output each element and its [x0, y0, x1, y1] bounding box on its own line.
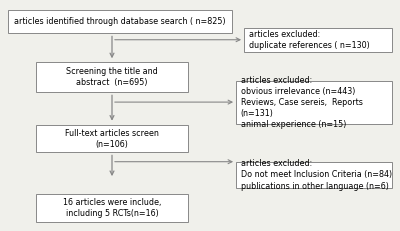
FancyBboxPatch shape — [236, 81, 392, 124]
FancyBboxPatch shape — [244, 28, 392, 52]
FancyBboxPatch shape — [8, 10, 232, 33]
FancyBboxPatch shape — [36, 62, 188, 92]
Text: Screening the title and
abstract  (n=695): Screening the title and abstract (n=695) — [66, 67, 158, 88]
FancyBboxPatch shape — [36, 125, 188, 152]
Text: articles identified through database search ( n=825): articles identified through database sea… — [14, 18, 226, 26]
Text: articles excluded:
duplicate references ( n=130): articles excluded: duplicate references … — [249, 30, 370, 50]
Text: articles excluded:
Do not meet Inclusion Criteria (n=84)
publications in other l: articles excluded: Do not meet Inclusion… — [241, 159, 392, 191]
FancyBboxPatch shape — [36, 194, 188, 222]
Text: articles excluded:
obvious irrelevance (n=443)
Reviews, Case sereis,  Reports
(n: articles excluded: obvious irrelevance (… — [241, 76, 363, 129]
FancyBboxPatch shape — [236, 162, 392, 188]
Text: Full-text articles screen
(n=106): Full-text articles screen (n=106) — [65, 128, 159, 149]
Text: 16 articles were include,
including 5 RCTs(n=16): 16 articles were include, including 5 RC… — [63, 198, 161, 218]
